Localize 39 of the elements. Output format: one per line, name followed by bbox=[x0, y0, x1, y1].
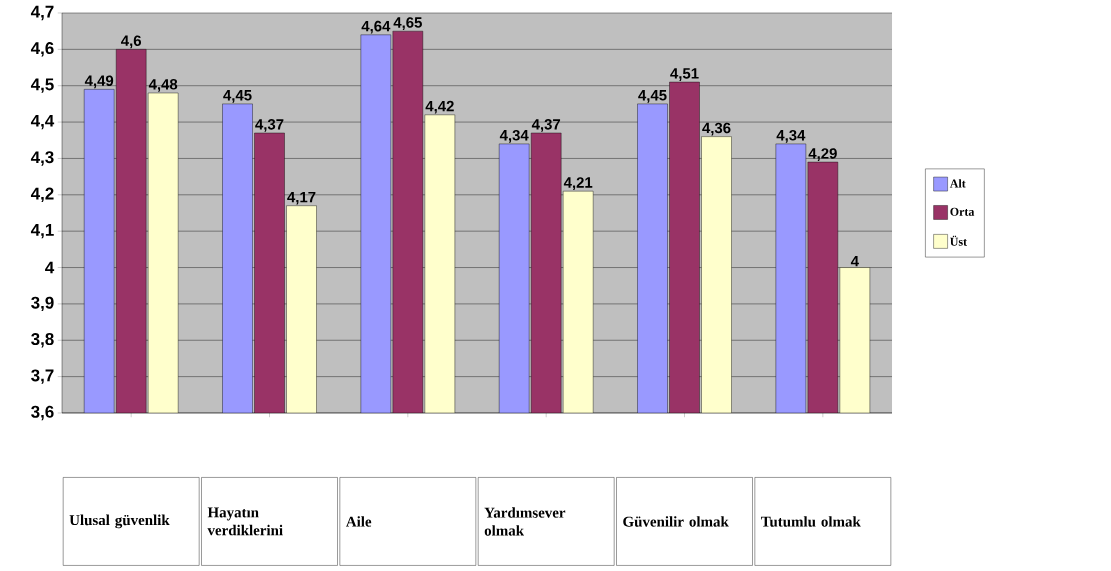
legend-label: Alt bbox=[949, 179, 966, 188]
data-label: 4,17 bbox=[287, 191, 316, 205]
y-tick-label: 4,3 bbox=[30, 151, 54, 166]
y-tick-label: 3,6 bbox=[31, 405, 54, 421]
data-label: 4,49 bbox=[84, 75, 114, 89]
y-tick-label: 4,4 bbox=[30, 114, 55, 130]
data-label: 4,34 bbox=[499, 129, 529, 143]
x-tick-label: Aile bbox=[345, 516, 372, 527]
data-label: 4,6 bbox=[121, 35, 142, 49]
legend-label: Orta bbox=[950, 207, 975, 216]
legend-label: Üst bbox=[950, 235, 967, 246]
y-tick-label: 3,9 bbox=[31, 296, 54, 312]
data-label: 4,45 bbox=[223, 90, 252, 103]
x-tick-label: Güvenilir olmak bbox=[623, 516, 729, 527]
y-tick-label: 3,7 bbox=[31, 369, 54, 384]
x-tick-label: Tutumlu olmak bbox=[761, 516, 861, 527]
data-label: 4,65 bbox=[393, 17, 422, 30]
data-label: 4,29 bbox=[808, 148, 837, 161]
data-label: 4,37 bbox=[531, 119, 561, 132]
x-tick-label: Hayatın verdiklerini bbox=[207, 507, 283, 536]
data-label: 4,42 bbox=[425, 100, 454, 114]
x-tick-label: Yardımsever olmak bbox=[484, 507, 566, 536]
y-tick-label: 4,2 bbox=[30, 187, 54, 203]
data-label: 4,21 bbox=[563, 177, 593, 190]
x-tick-label: Ulusal güvenlik bbox=[69, 514, 170, 529]
data-label: 4,37 bbox=[255, 119, 284, 132]
y-tick-label: 3,8 bbox=[31, 333, 54, 348]
y-tick-label: 4,7 bbox=[30, 5, 54, 21]
data-label: 4,48 bbox=[148, 79, 178, 92]
y-tick-label: 4 bbox=[45, 261, 55, 274]
y-tick-label: 4,5 bbox=[30, 78, 54, 93]
data-label: 4 bbox=[850, 256, 859, 267]
y-tick-label: 4,6 bbox=[30, 42, 54, 57]
data-label: 4,45 bbox=[638, 90, 667, 103]
data-label: 4,64 bbox=[361, 20, 391, 34]
data-label: 4,51 bbox=[670, 68, 699, 81]
data-label: 4,36 bbox=[702, 122, 731, 136]
y-tick-label: 4,1 bbox=[30, 224, 54, 239]
data-label: 4,34 bbox=[776, 129, 806, 143]
